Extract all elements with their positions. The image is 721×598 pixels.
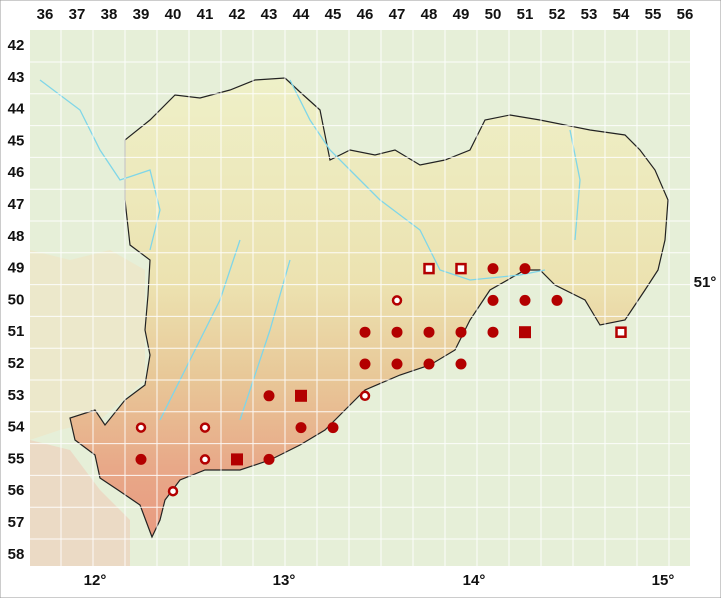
column-label: 56 <box>677 6 694 23</box>
marker-square <box>295 389 307 402</box>
column-label: 36 <box>37 6 54 23</box>
row-label: 50 <box>8 291 25 308</box>
column-label: 49 <box>453 6 470 23</box>
marker-dot <box>455 358 467 370</box>
marker-ring <box>359 390 371 402</box>
marker-square <box>231 453 243 466</box>
column-label: 53 <box>581 6 598 23</box>
row-label: 52 <box>8 355 25 372</box>
marker-dot <box>487 326 499 338</box>
river <box>159 239 241 421</box>
marker-square <box>519 326 531 339</box>
marker-open-square <box>615 326 627 338</box>
marker-dot <box>391 326 403 338</box>
longitude-label: 12° <box>84 572 107 589</box>
column-label: 52 <box>549 6 566 23</box>
column-label: 37 <box>69 6 86 23</box>
marker-ring <box>199 454 211 465</box>
row-label: 42 <box>8 37 25 54</box>
column-label: 51 <box>517 6 534 23</box>
row-label: 48 <box>8 228 25 245</box>
column-label: 43 <box>261 6 278 23</box>
row-label: 46 <box>8 164 25 181</box>
column-label: 45 <box>325 6 342 23</box>
row-label: 51 <box>8 323 25 340</box>
marker-dot <box>359 358 371 370</box>
column-label: 50 <box>485 6 502 23</box>
markers <box>135 262 627 497</box>
column-label: 55 <box>645 6 662 23</box>
grid <box>30 30 702 572</box>
row-label: 47 <box>8 196 25 213</box>
neighbor-terrain <box>30 440 130 566</box>
column-label: 54 <box>613 6 630 23</box>
marker-dot <box>519 294 531 306</box>
marker-dot <box>423 326 435 338</box>
marker-dot <box>327 422 339 434</box>
labels: 36 37 38 39 40 41 42 43 44 45 46 47 48 49 50 51 52 53 54 55… <box>8 6 717 589</box>
marker-dot <box>135 453 147 465</box>
row-label: 54 <box>8 419 25 436</box>
longitude-label: 13° <box>273 572 296 589</box>
marker-dot <box>359 326 371 338</box>
river <box>289 79 546 281</box>
column-label: 42 <box>229 6 246 23</box>
row-label: 58 <box>8 546 25 563</box>
row-label: 49 <box>8 260 25 277</box>
marker-dot <box>455 326 467 338</box>
marker-dot <box>519 263 531 275</box>
marker-dot <box>551 294 563 306</box>
marker-dot <box>487 263 499 275</box>
marker-dot <box>263 453 275 465</box>
marker-dot <box>391 358 403 370</box>
row-label: 45 <box>8 132 25 149</box>
marker-ring <box>167 485 179 497</box>
row-label: 43 <box>8 69 25 86</box>
river <box>239 259 291 421</box>
marker-open-square <box>455 262 467 275</box>
column-label: 41 <box>197 6 214 23</box>
marker-ring <box>199 422 211 433</box>
row-label: 53 <box>8 387 25 404</box>
longitude-label: 15° <box>652 572 675 589</box>
row-label: 56 <box>8 482 25 499</box>
marker-dot <box>263 390 275 402</box>
marker-ring <box>391 295 403 306</box>
latitude-label: 51° <box>694 274 717 291</box>
marker-dot <box>487 294 499 306</box>
column-label: 47 <box>389 6 406 23</box>
column-label: 40 <box>165 6 182 23</box>
neighbor-terrain <box>30 250 145 440</box>
marker-open-square <box>423 262 435 275</box>
row-label: 57 <box>8 514 25 531</box>
river <box>39 79 161 251</box>
longitude-label: 14° <box>463 572 486 589</box>
row-label: 55 <box>8 450 25 467</box>
marker-dot <box>423 358 435 370</box>
column-label: 48 <box>421 6 438 23</box>
marker-dot <box>295 422 307 434</box>
column-label: 39 <box>133 6 150 23</box>
column-label: 44 <box>293 6 310 23</box>
row-label: 44 <box>8 101 25 118</box>
marker-ring <box>135 422 147 433</box>
column-label: 46 <box>357 6 374 23</box>
column-label: 38 <box>101 6 118 23</box>
